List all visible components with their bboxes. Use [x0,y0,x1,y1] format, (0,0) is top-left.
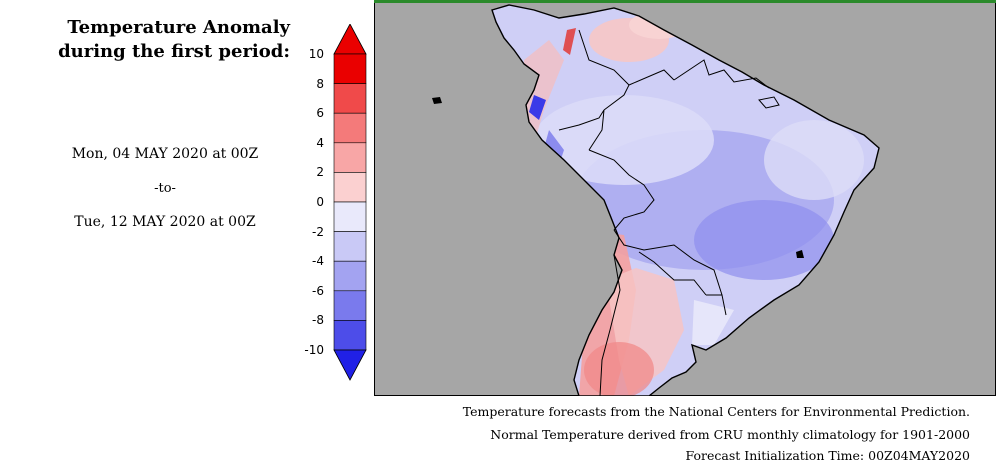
marajo-island [758,96,780,109]
legend-tick-label: 10 [308,47,324,61]
title-line-2: during the first period: [58,41,290,62]
inland-lake [796,250,804,258]
color-legend: 10 8 6 4 2 0 -2 -4 -6 -8 -10 [304,24,376,384]
title-line-1: Temperature Anomaly [67,17,290,38]
footer-init-time: Forecast Initialization Time: 00Z04MAY20… [685,448,970,463]
legend-color-box [333,320,367,351]
anomaly-map [374,0,996,396]
legend-tick-label: 6 [316,106,324,121]
legend-color-box [333,142,367,173]
legend-color-box [333,112,367,144]
legend-arrow-low [333,349,367,381]
legend-tick-label: -4 [312,254,324,269]
map-title: Temperature Anomaly during the first per… [40,16,290,64]
legend-tick-label: 2 [316,165,324,180]
legend-color-box [333,290,367,321]
legend-tick-label: 4 [316,135,324,150]
period-separator: -to- [154,181,176,196]
legend-tick-label: -2 [312,224,324,239]
legend-color-box [333,53,367,84]
galapagos-islands [432,97,442,104]
legend-tick-label: -8 [312,313,324,328]
legend-color-box [333,260,367,292]
legend-arrow-high [333,24,367,55]
period-end: Tue, 12 MAY 2020 at 00Z [74,214,256,230]
legend-tick-label: 0 [316,195,324,209]
legend-colorbar [333,24,367,381]
legend-color-box [333,201,367,232]
legend-color-box [333,172,367,203]
upper-map-border [374,0,996,3]
footer-normal-line: Normal Temperature derived from CRU mont… [490,427,970,442]
legend-tick-label: -6 [312,283,324,298]
legend-color-box [333,83,367,114]
legend-tick-label: 8 [316,76,324,91]
legend-tick-label: -10 [304,343,324,357]
country-borders [558,29,770,396]
footer-source-line: Temperature forecasts from the National … [462,404,970,419]
legend-color-box [333,231,367,262]
period-start: Mon, 04 MAY 2020 at 00Z [71,146,259,162]
